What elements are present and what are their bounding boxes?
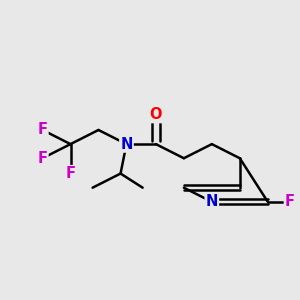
Text: N: N — [206, 194, 218, 209]
Text: F: F — [285, 194, 295, 209]
Text: N: N — [120, 136, 133, 152]
Text: F: F — [65, 166, 76, 181]
Text: O: O — [150, 107, 162, 122]
Text: F: F — [38, 151, 47, 166]
Text: F: F — [38, 122, 47, 137]
